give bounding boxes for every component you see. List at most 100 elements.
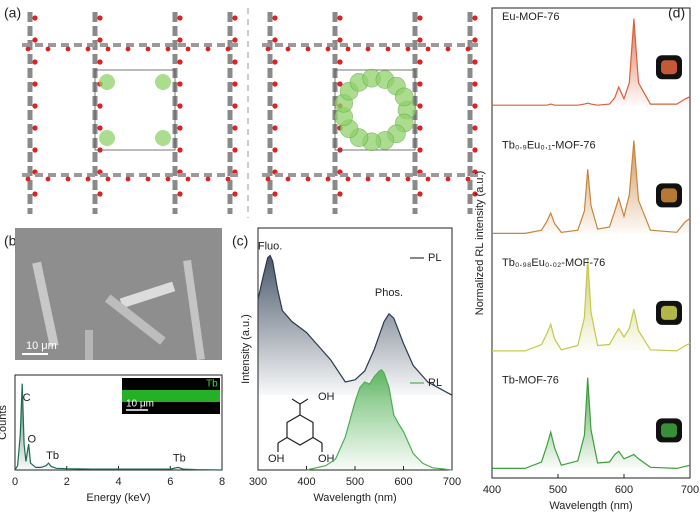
inset-label: Tb (206, 379, 218, 390)
y-axis-label: Counts (0, 405, 9, 440)
oxygen (32, 147, 38, 153)
guest-sphere (155, 130, 171, 146)
oxygen (232, 147, 238, 153)
x-axis-label: Energy (keV) (86, 492, 150, 504)
oxygen (97, 37, 103, 43)
x-tick-label: 600 (394, 476, 412, 488)
crystal-structures (22, 12, 480, 214)
oxygen (417, 125, 423, 131)
oxygen (85, 46, 91, 52)
area (258, 255, 452, 396)
benzene-ring (286, 414, 314, 446)
area (492, 140, 690, 234)
x-tick-label: 400 (483, 484, 501, 496)
oxygen (272, 15, 278, 21)
oxygen (205, 176, 211, 182)
line (257, 254, 453, 396)
panel-label: (a) (4, 5, 21, 21)
pore-box (94, 69, 176, 151)
oxygen (32, 81, 38, 87)
guest-sphere (99, 130, 115, 146)
oxygen (32, 125, 38, 131)
bond (277, 436, 288, 444)
oxygen (472, 81, 478, 87)
oxygen (177, 37, 183, 43)
crystal-rod (119, 281, 176, 309)
crystal-rod (183, 259, 205, 361)
x-tick-label: 500 (549, 484, 567, 496)
annotation: Fluo. (258, 241, 282, 253)
oxygen (265, 46, 271, 52)
oxygen (32, 191, 38, 197)
oxygen (232, 37, 238, 43)
oxygen (472, 37, 478, 43)
line (492, 377, 691, 470)
y-axis-label: Intensity (a.u.) (240, 314, 252, 384)
molecule-label: OH (268, 453, 285, 465)
x-tick-label: 8 (219, 476, 225, 488)
annotation: O (28, 434, 37, 446)
series-label: Tb₀.₉₈Eu₀.₀₂-MOF-76 (502, 257, 605, 269)
oxygen (185, 46, 191, 52)
oxygen (465, 176, 471, 182)
oxygen (417, 81, 423, 87)
annotation: Phos. (375, 287, 403, 299)
x-axis-label: Wavelength (nm) (549, 500, 632, 512)
oxygen (472, 191, 478, 197)
sample-glow (661, 305, 677, 320)
oxygen (337, 37, 343, 43)
oxygen (345, 176, 351, 182)
oxygen (225, 176, 231, 182)
crystal-rod (32, 261, 59, 347)
oxygen (265, 176, 271, 182)
oxygen (177, 191, 183, 197)
oxygen (417, 147, 423, 153)
oxygen (85, 176, 91, 182)
oxygen (225, 46, 231, 52)
oxygen (232, 125, 238, 131)
oxygen (45, 176, 51, 182)
oxygen (145, 46, 151, 52)
legend-label: PL (428, 252, 441, 264)
oxygen (472, 125, 478, 131)
oxygen (205, 46, 211, 52)
oxygen (45, 46, 51, 52)
oxygen (285, 46, 291, 52)
y-axis-label: Normalized RL intensity (a.u.) (474, 171, 486, 315)
oxygen (325, 176, 331, 182)
line (14, 383, 223, 471)
annotation: C (23, 392, 31, 404)
oxygen (97, 103, 103, 109)
guest-sphere (155, 74, 171, 90)
oxygen (417, 59, 423, 65)
guest-sphere (99, 74, 115, 90)
oxygen (272, 81, 278, 87)
x-tick-label: 400 (297, 476, 315, 488)
oxygen (337, 191, 343, 197)
oxygen (285, 176, 291, 182)
oxygen (405, 176, 411, 182)
area (492, 258, 690, 351)
line (306, 369, 453, 471)
oxygen (465, 46, 471, 52)
oxygen (177, 81, 183, 87)
oxygen (417, 37, 423, 43)
oxygen (305, 176, 311, 182)
oxygen (97, 191, 103, 197)
oxygen (105, 176, 111, 182)
oxygen (232, 103, 238, 109)
oxygen (165, 176, 171, 182)
line (492, 18, 691, 106)
oxygen (177, 15, 183, 21)
x-tick-label: 700 (681, 484, 699, 496)
x-tick-label: 6 (167, 476, 173, 488)
x-tick-label: 700 (443, 476, 461, 488)
oxygen (177, 59, 183, 65)
crystal-rod (104, 294, 166, 345)
oxygen (337, 81, 343, 87)
series-label: Tb-MOF-76 (502, 374, 559, 386)
oxygen (337, 15, 343, 21)
oxygen (345, 46, 351, 52)
oxygen (445, 46, 451, 52)
